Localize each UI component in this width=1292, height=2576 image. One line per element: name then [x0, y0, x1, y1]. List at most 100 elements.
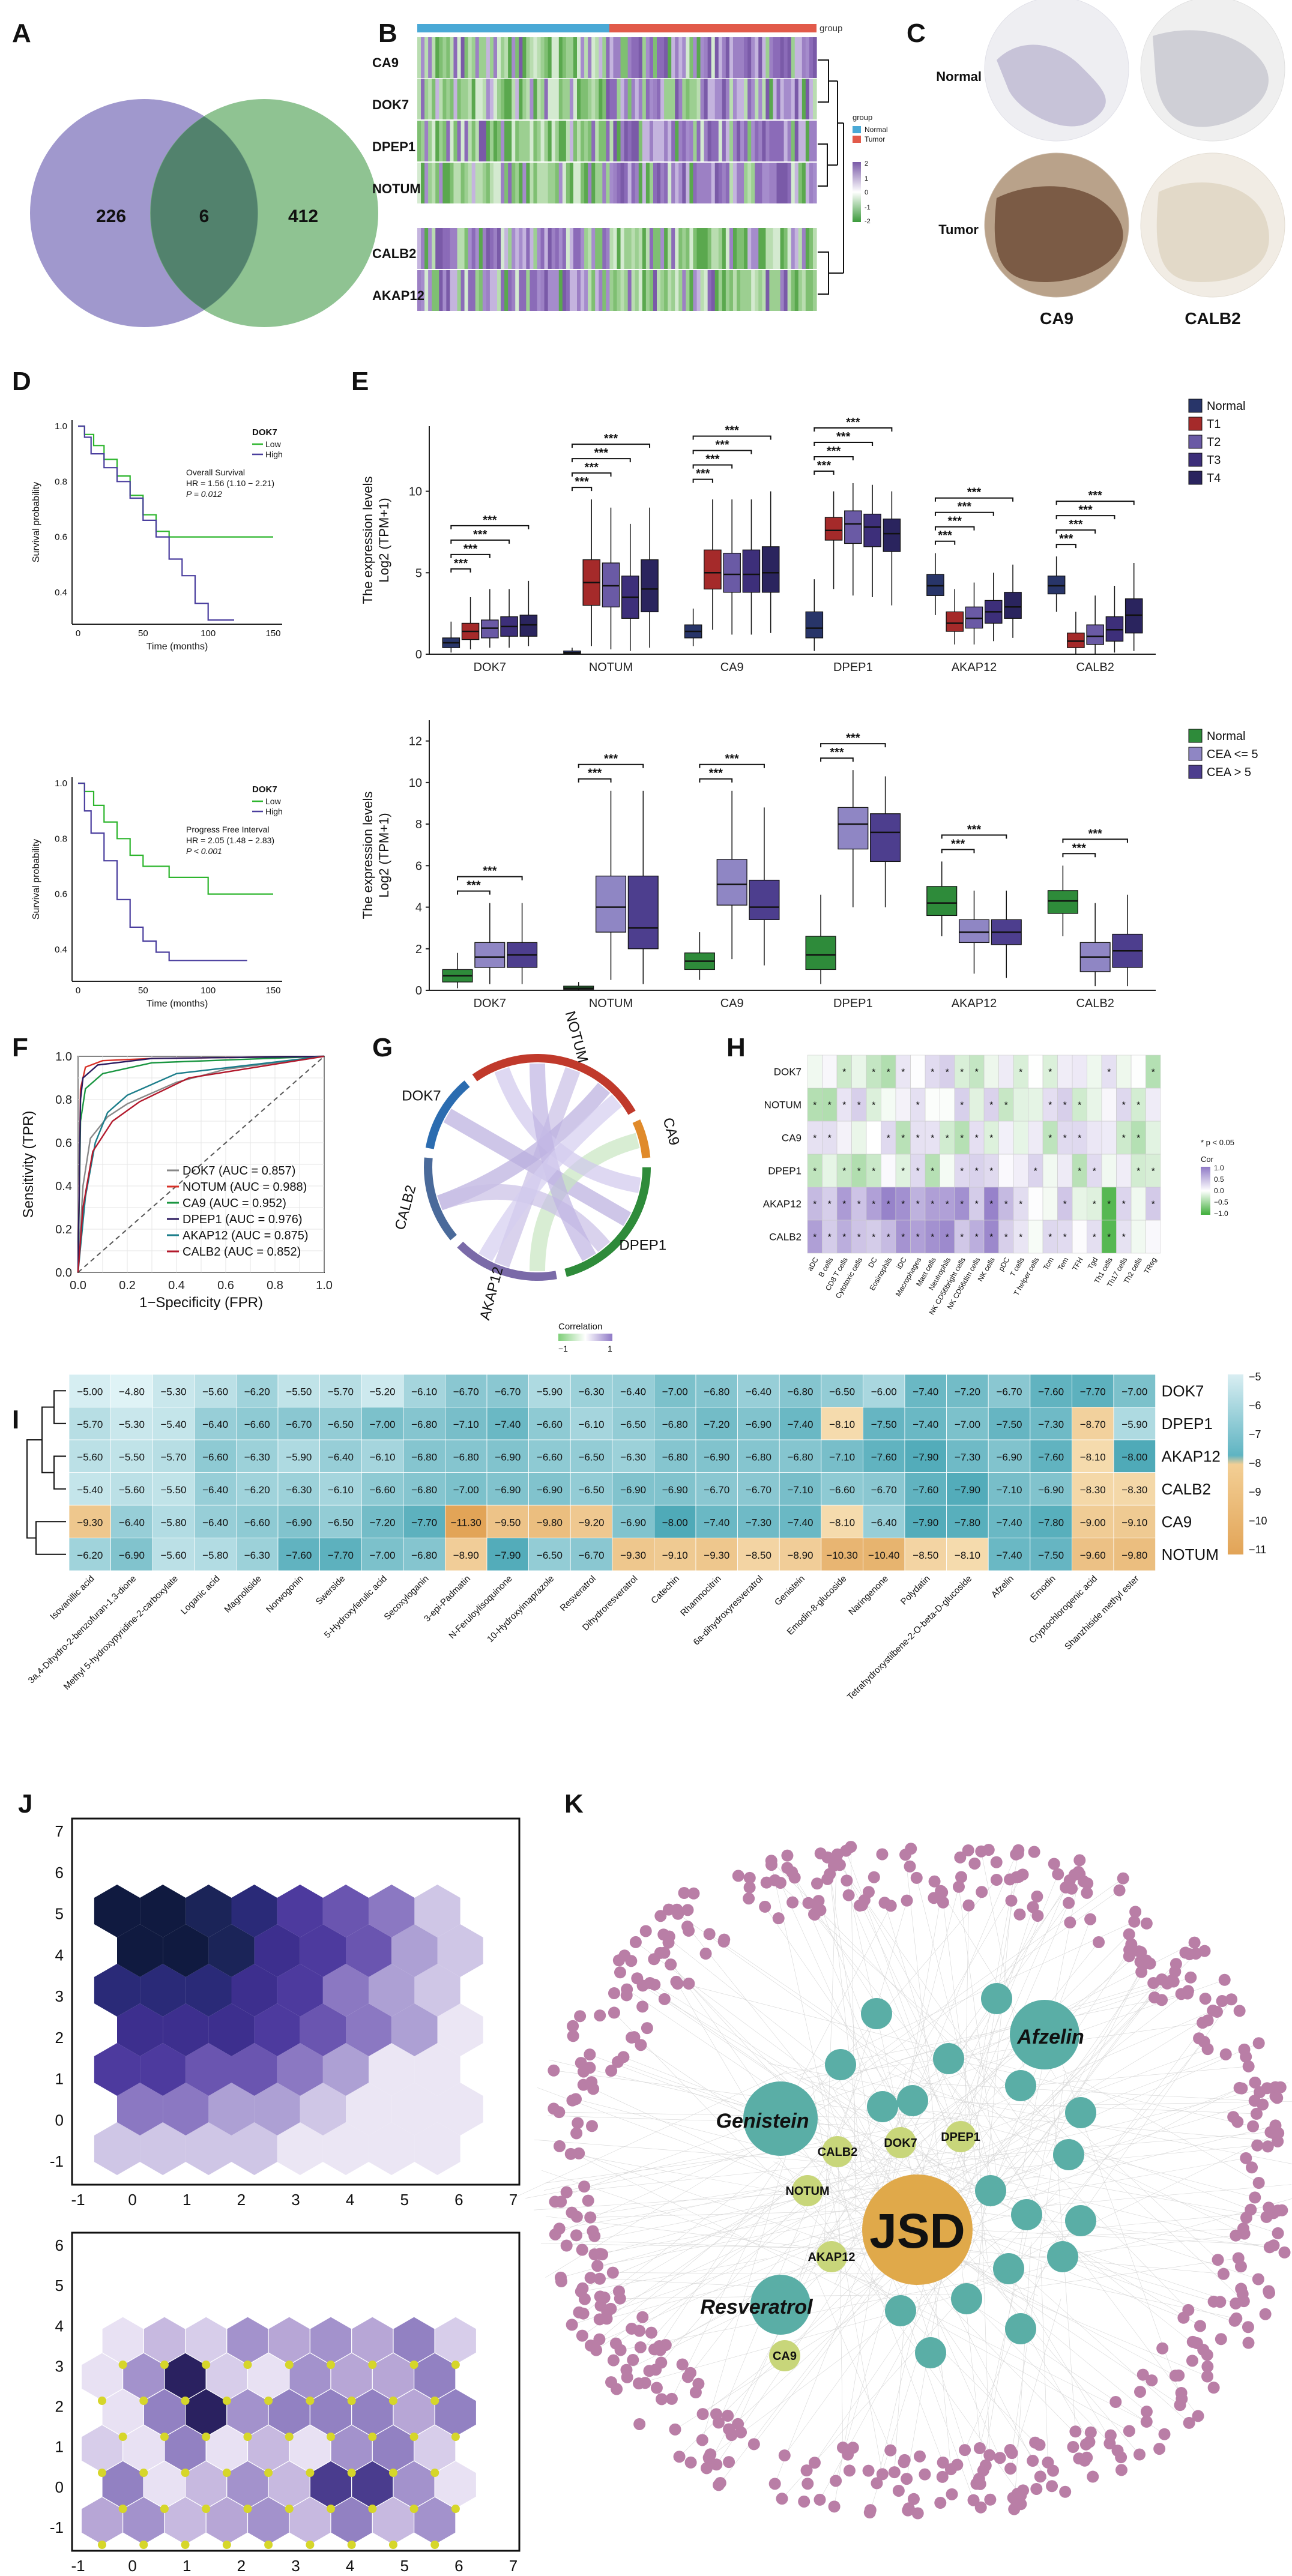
immune-sig-star: *	[946, 1200, 949, 1210]
immune-cell	[822, 1220, 838, 1254]
immune-sig-star: *	[857, 1167, 861, 1177]
legend-normal-label: Normal	[865, 125, 888, 134]
hex-x-tick: -1	[71, 2191, 85, 2209]
heatmap-cell	[562, 270, 567, 311]
network-gene-node	[1156, 2342, 1169, 2355]
docking-cell	[654, 1439, 696, 1473]
heatmap-cell	[649, 270, 654, 311]
network-gene-node	[743, 1892, 755, 1905]
heatmap-cell	[493, 163, 498, 203]
network-gene-node	[1117, 1872, 1129, 1885]
network-gene-node	[904, 1860, 916, 1873]
immune-cell	[998, 1154, 1014, 1188]
immune-cell	[969, 1187, 985, 1221]
heatmap-cell	[471, 121, 476, 161]
network-gene-node	[907, 2493, 920, 2505]
hex-x-tick: 4	[346, 2191, 354, 2209]
hex-node	[285, 2361, 294, 2369]
boxplot-box	[805, 611, 824, 639]
immune-sig-star: *	[887, 1200, 890, 1210]
heatmap-cell	[526, 270, 531, 311]
significance-stars: ***	[473, 528, 488, 541]
heatmap-cell	[631, 37, 636, 78]
network-gene-node	[1237, 2295, 1250, 2308]
heatmap-cell	[460, 79, 465, 119]
heatmap-cell	[617, 37, 621, 78]
immune-cell	[1057, 1220, 1073, 1254]
significance-stars: ***	[709, 767, 723, 780]
heatmap-cell	[468, 121, 472, 161]
immune-col-label: Tem	[1056, 1256, 1070, 1272]
network-target-label: DOK7	[884, 2137, 917, 2150]
boxplot-legend-swatch	[1188, 435, 1203, 449]
immune-sig-star: *	[813, 1101, 817, 1111]
heatmap-cell	[801, 121, 806, 161]
docking-cell	[863, 1538, 905, 1571]
docking-value: −6.80	[411, 1484, 437, 1496]
significance-bracket	[692, 450, 752, 454]
network-gene-node	[723, 2423, 735, 2436]
immune-sig-star: *	[1078, 1167, 1081, 1177]
hex-cell	[208, 2083, 255, 2135]
immune-cell	[851, 1121, 867, 1155]
network-gene-node	[1030, 2482, 1043, 2495]
network-edge	[777, 2096, 1276, 2248]
network-gene-node	[1272, 2204, 1284, 2217]
docking-value: −6.40	[202, 1484, 228, 1496]
immune-cell	[1013, 1121, 1028, 1155]
docking-value: −7.40	[787, 1419, 813, 1430]
hex-y-tick: 1	[55, 2438, 64, 2456]
heatmap-cell	[747, 79, 752, 119]
boxplot-box	[1047, 576, 1066, 595]
immune-sig-star: *	[1152, 1068, 1155, 1078]
boxplot-y-label: The expression levels	[360, 792, 375, 919]
network-gene-node	[636, 1979, 649, 1992]
hex-node	[327, 2505, 336, 2513]
significance-stars: ***	[1088, 827, 1102, 840]
chord-legend-scale	[558, 1334, 612, 1341]
hex-node	[181, 2541, 190, 2549]
docking-cell	[68, 1538, 111, 1571]
docking-cell	[779, 1374, 822, 1407]
hex-node	[347, 2397, 356, 2405]
docking-cell	[1113, 1505, 1156, 1538]
chord-legend-title: Correlation	[558, 1322, 602, 1332]
boxplot-legend-label: CEA <= 5	[1207, 748, 1258, 761]
network-gene-node	[1027, 2455, 1039, 2467]
network-gene-node	[723, 2456, 735, 2469]
docking-cell	[152, 1505, 195, 1538]
hex-node	[202, 2433, 211, 2441]
roc-x-tick: 0.8	[267, 1279, 283, 1292]
network-edge	[768, 2063, 1292, 2164]
network-gene-node	[902, 2504, 914, 2517]
heatmap-cell	[497, 228, 501, 269]
immune-sig-star: *	[901, 1134, 905, 1144]
network-gene-node	[1186, 2335, 1199, 2348]
immune-cell	[1072, 1055, 1087, 1089]
network-edge	[957, 2102, 1257, 2114]
significance-stars: ***	[594, 447, 609, 460]
network-gene-node	[1005, 1894, 1018, 1907]
hex-node	[118, 2361, 127, 2369]
docking-cell	[988, 1505, 1031, 1538]
immune-col-label: TReg	[1143, 1256, 1159, 1275]
network-edge	[1057, 2245, 1236, 2304]
legend-group-title: group	[853, 113, 872, 122]
tissue-texture	[994, 186, 1123, 282]
network-edge	[791, 1872, 925, 2178]
heatmap-cell	[740, 121, 744, 161]
docking-cell	[445, 1439, 488, 1473]
heatmap-cell	[482, 79, 487, 119]
immune-cell	[983, 1055, 999, 1089]
heatmap-cell	[696, 270, 701, 311]
boxplot-gene-label: CALB2	[1076, 997, 1114, 1010]
heatmap-cell	[711, 121, 716, 161]
hex-y-tick: 2	[55, 2398, 64, 2416]
docking-value: −7.80	[1038, 1517, 1064, 1528]
network-gene-node	[743, 1881, 756, 1894]
docking-cell	[319, 1472, 362, 1506]
heatmap-cell	[602, 79, 606, 119]
network-edge	[844, 2271, 1147, 2422]
network-gene-node	[1113, 1884, 1126, 1897]
immune-sig-star: *	[901, 1200, 905, 1210]
